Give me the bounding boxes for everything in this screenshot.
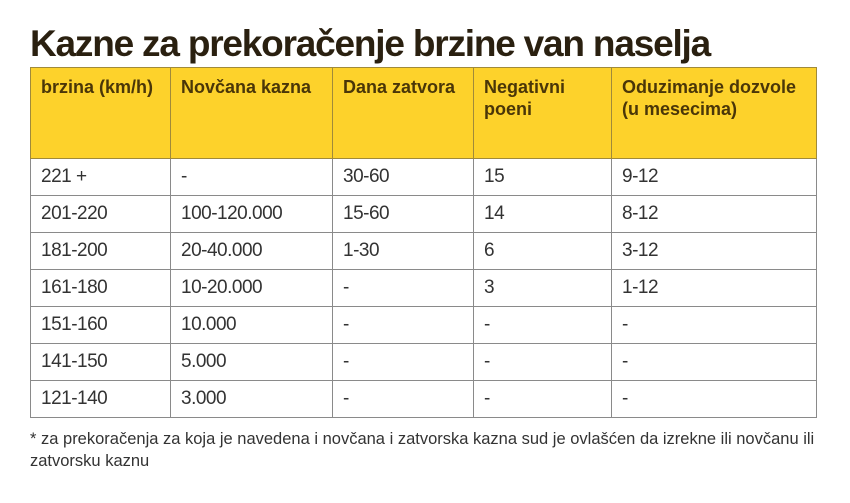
table-cell: 3.000: [170, 380, 333, 418]
table-cell: -: [473, 380, 612, 418]
table-cell: 15: [473, 158, 612, 196]
table-cell: 14: [473, 195, 612, 233]
column-header: Dana zatvora: [332, 67, 474, 159]
table-cell: 20-40.000: [170, 232, 333, 270]
table-row: 141-150 5.000- - -: [30, 343, 817, 381]
table-cell: 8-12: [611, 195, 817, 233]
page-title: Kazne za prekoračenje brzine van naselja: [30, 23, 711, 64]
table-cell: -: [332, 380, 474, 418]
table-cell: 141-150: [30, 343, 171, 381]
table-row: 151-160 10.000- - -: [30, 306, 817, 344]
table-cell: 1-30: [332, 232, 474, 270]
table-cell: -: [611, 306, 817, 344]
table-cell: 30-60: [332, 158, 474, 196]
table-cell: 201-220: [30, 195, 171, 233]
table-row: 201-220 100-120.000 15-60 14 8-12: [30, 195, 817, 233]
table-cell: -: [332, 306, 474, 344]
table-cell: 10.000: [170, 306, 333, 344]
table-cell: 151-160: [30, 306, 171, 344]
table-row: 121-140 3.000- - -: [30, 380, 817, 418]
table-cell: -: [332, 269, 474, 307]
column-header: Novčana kazna: [170, 67, 333, 159]
table-cell: -: [473, 343, 612, 381]
table-cell: 15-60: [332, 195, 474, 233]
table-cell: 3-12: [611, 232, 817, 270]
table-cell: 100-120.000: [170, 195, 333, 233]
footnote: * za prekoračenja za koja je navedena i …: [30, 430, 815, 470]
table-row: 221 + -30-60 15 9-12: [30, 158, 817, 196]
column-header: Oduzimanje dozvole (u mesecima): [611, 67, 817, 159]
table-cell: 121-140: [30, 380, 171, 418]
table-cell: 6: [473, 232, 612, 270]
table-cell: -: [170, 158, 333, 196]
table-cell: 181-200: [30, 232, 171, 270]
table-cell: -: [611, 380, 817, 418]
column-header: Negativni poeni: [473, 67, 612, 159]
table-cell: 10-20.000: [170, 269, 333, 307]
table-cell: -: [611, 343, 817, 381]
table-cell: 161-180: [30, 269, 171, 307]
table-row: 181-200 20-40.000 1-30 6 3-12: [30, 232, 817, 270]
table-cell: 5.000: [170, 343, 333, 381]
table-header-row: brzina (km/h) Novčana kazna Dana zatvora Ne…: [30, 67, 817, 159]
table-cell: 9-12: [611, 158, 817, 196]
column-header: brzina (km/h): [30, 67, 171, 159]
table-cell: -: [332, 343, 474, 381]
table-cell: 221 +: [30, 158, 171, 196]
table-row: 161-180 10-20.000-3 1-12: [30, 269, 817, 307]
table-cell: 3: [473, 269, 612, 307]
table-cell: 1-12: [611, 269, 817, 307]
fines-table: brzina (km/h) Novčana kazna Dana zatvora Ne…: [30, 67, 817, 418]
table-cell: -: [473, 306, 612, 344]
